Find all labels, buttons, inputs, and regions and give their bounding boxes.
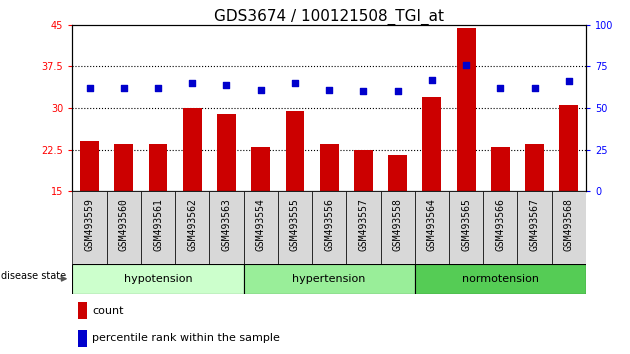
Bar (491, 147, 510, 191)
Bar (72, 264, 244, 294)
Bar (517, 191, 552, 264)
Bar (175, 191, 209, 264)
Text: hypertension: hypertension (292, 274, 366, 284)
Bar (285, 111, 304, 191)
Text: GSM493567: GSM493567 (530, 199, 539, 251)
Bar (77, 302, 87, 319)
Point (153, 85, 163, 91)
Bar (183, 108, 202, 191)
Point (564, 79, 574, 84)
Point (84, 85, 94, 91)
Bar (141, 191, 175, 264)
Text: GSM493556: GSM493556 (324, 199, 334, 251)
Bar (312, 191, 347, 264)
Text: GSM493555: GSM493555 (290, 199, 300, 251)
Bar (346, 191, 381, 264)
Bar (381, 191, 415, 264)
Text: GSM493557: GSM493557 (358, 199, 369, 251)
Text: GSM493554: GSM493554 (256, 199, 266, 251)
Bar (552, 191, 586, 264)
Text: GSM493566: GSM493566 (495, 199, 505, 251)
Point (187, 80, 197, 86)
Text: count: count (92, 306, 123, 316)
Bar (106, 191, 141, 264)
Text: normotension: normotension (462, 274, 539, 284)
Bar (388, 155, 407, 191)
Bar (244, 264, 415, 294)
Point (358, 88, 369, 94)
Point (324, 87, 334, 92)
Bar (423, 97, 441, 191)
Bar (209, 191, 244, 264)
Point (392, 88, 403, 94)
Text: GSM493558: GSM493558 (392, 199, 403, 251)
Bar (415, 191, 449, 264)
Point (461, 62, 471, 68)
Bar (320, 144, 338, 191)
Bar (251, 147, 270, 191)
Bar (449, 191, 483, 264)
Bar (278, 191, 312, 264)
Point (221, 82, 231, 87)
Text: GSM493563: GSM493563 (222, 199, 231, 251)
Text: hypotension: hypotension (123, 274, 192, 284)
Point (529, 85, 539, 91)
Text: GSM493564: GSM493564 (427, 199, 437, 251)
Text: GSM493560: GSM493560 (119, 199, 129, 251)
Bar (217, 114, 236, 191)
Bar (72, 191, 106, 264)
Point (256, 87, 266, 92)
Text: GSM493568: GSM493568 (564, 199, 574, 251)
Bar (80, 141, 99, 191)
Title: GDS3674 / 100121508_TGI_at: GDS3674 / 100121508_TGI_at (214, 8, 444, 25)
Bar (115, 144, 133, 191)
Bar (559, 105, 578, 191)
Text: GSM493561: GSM493561 (153, 199, 163, 251)
Point (118, 85, 129, 91)
Text: percentile rank within the sample: percentile rank within the sample (92, 333, 280, 343)
Text: disease state: disease state (1, 271, 67, 281)
Bar (149, 144, 168, 191)
Bar (525, 144, 544, 191)
Text: GSM493565: GSM493565 (461, 199, 471, 251)
Bar (354, 149, 373, 191)
Point (495, 85, 505, 91)
Bar (244, 191, 278, 264)
Text: GSM493562: GSM493562 (187, 199, 197, 251)
Bar (457, 28, 476, 191)
Bar (77, 330, 87, 347)
Point (427, 77, 437, 82)
Bar (483, 191, 517, 264)
Point (290, 80, 300, 86)
Text: GSM493559: GSM493559 (84, 199, 94, 251)
Bar (415, 264, 586, 294)
